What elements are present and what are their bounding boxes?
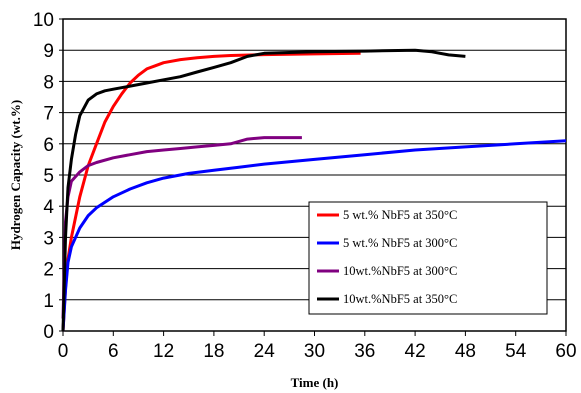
y-tick-label: 1 (43, 291, 54, 312)
y-tick-label: 7 (43, 104, 54, 125)
y-tick-label: 9 (43, 41, 54, 62)
x-axis-ticks: 0 6 12 18 24 30 36 42 48 54 60 (58, 331, 577, 362)
x-tick-label: 42 (405, 341, 426, 362)
y-tick-label: 2 (43, 260, 54, 281)
x-tick-label: 36 (354, 341, 375, 362)
x-tick-label: 0 (58, 341, 69, 362)
y-tick-label: 5 (43, 166, 54, 187)
y-axis-label: Hydrogen Capacity (wt.%) (8, 100, 23, 250)
x-tick-label: 6 (108, 341, 119, 362)
legend-label: 5 wt.% NbF5 at 300°C (343, 236, 457, 250)
y-tick-label: 8 (43, 72, 54, 93)
y-tick-label: 6 (43, 135, 54, 156)
x-tick-label: 54 (505, 341, 527, 362)
series-line-2 (61, 139, 567, 332)
y-tick-label: 3 (43, 228, 54, 249)
y-tick-label: 10 (33, 10, 54, 31)
legend-label: 10wt.%NbF5 at 300°C (343, 264, 457, 278)
y-axis-ticks: 0 1 2 3 4 5 6 7 8 9 10 (33, 10, 63, 343)
y-tick-label: 4 (43, 197, 54, 218)
legend: 5 wt.% NbF5 at 350°C 5 wt.% NbF5 at 300°C… (308, 201, 548, 315)
x-tick-label: 48 (455, 341, 476, 362)
grid-lines (63, 49, 566, 301)
x-tick-label: 30 (304, 341, 325, 362)
series-line-3 (61, 136, 302, 319)
x-tick-label: 18 (203, 341, 224, 362)
legend-label: 5 wt.% NbF5 at 350°C (343, 208, 457, 222)
legend-box (308, 201, 548, 315)
x-tick-label: 24 (254, 341, 276, 362)
x-tick-label: 12 (153, 341, 174, 362)
legend-label: 10wt.%NbF5 at 350°C (343, 292, 457, 306)
x-tick-label: 60 (555, 341, 576, 362)
x-axis-label: Time (h) (291, 375, 339, 390)
y-tick-label: 0 (43, 322, 54, 343)
series-line-4 (61, 48, 466, 332)
series-line-1 (61, 51, 361, 332)
series-layer (61, 48, 567, 332)
